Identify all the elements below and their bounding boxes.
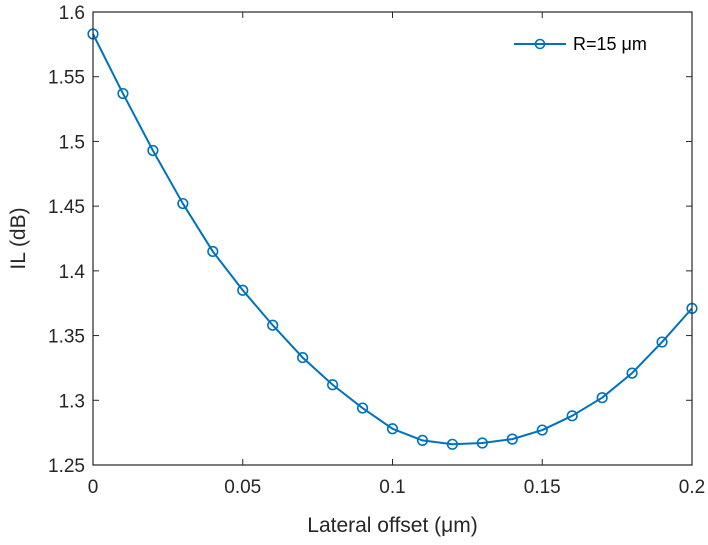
x-tick-label: 0.15 (524, 477, 561, 498)
data-point (237, 284, 249, 296)
data-point (626, 367, 638, 379)
y-tick-label: 1.25 (48, 456, 85, 477)
y-tick-label: 1.6 (59, 3, 85, 24)
data-point (356, 402, 369, 414)
data-point (297, 351, 309, 364)
legend: R=15 μm (508, 30, 678, 58)
y-tick-label: 1.45 (48, 197, 85, 218)
legend-label: R=15 μm (573, 34, 647, 54)
x-tick-label: 0.1 (379, 477, 405, 498)
y-tick-label: 1.35 (48, 327, 85, 348)
data-point (177, 197, 189, 210)
y-tick-label: 1.4 (59, 262, 86, 283)
y-tick-label: 1.55 (48, 68, 85, 89)
data-point (267, 319, 279, 331)
legend-marker-swatch (534, 38, 546, 50)
data-point (117, 87, 129, 100)
data-point (476, 437, 488, 449)
x-axis-label: Lateral offset (μm) (307, 514, 477, 537)
data-point (536, 424, 548, 436)
y-tick-label: 1.5 (59, 132, 85, 153)
series-line (92, 33, 693, 446)
data-point (656, 336, 668, 348)
x-tick-label: 0 (88, 477, 99, 498)
data-point (416, 434, 429, 447)
x-tick-label: 0.2 (679, 477, 705, 498)
data-point (566, 410, 578, 422)
x-tick-label: 0.05 (224, 477, 261, 498)
y-tick-label: 1.3 (59, 391, 85, 412)
y-axis-label: IL (dB) (7, 207, 30, 269)
data-point (327, 379, 339, 391)
axis-ticks: 0 0.05 0.1 0.15 0.2 1.25 1.3 1.35 1.4 1.45 1.5 1.55… (48, 3, 705, 498)
data-point (506, 433, 518, 445)
data-point (386, 423, 399, 435)
data-point (446, 438, 459, 450)
plot-area (87, 28, 698, 450)
data-point (207, 245, 219, 258)
data-point (147, 144, 159, 157)
data-point (596, 392, 608, 404)
